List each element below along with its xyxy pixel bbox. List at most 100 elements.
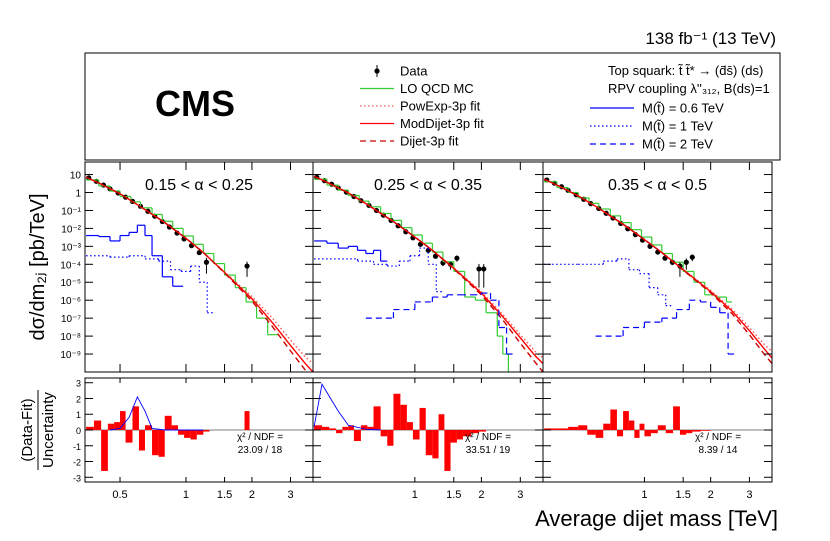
pull-bar <box>138 430 145 451</box>
y-tick-label: 10⁻² <box>61 224 81 235</box>
x-tick-label: 3 <box>517 489 523 501</box>
panel-frame <box>542 161 773 373</box>
pull-bar <box>164 415 172 430</box>
data-point <box>454 255 460 261</box>
pull-bar <box>203 430 210 432</box>
x-tick-label: 2 <box>249 489 255 501</box>
plot-area <box>313 383 543 471</box>
pull-bar <box>321 426 330 430</box>
y-tick-label: -3 <box>73 473 81 483</box>
data-point <box>244 263 250 269</box>
y-tick-label: 10⁻⁵ <box>60 278 81 289</box>
pull-bar <box>438 414 445 430</box>
pull-bar <box>610 409 617 430</box>
pull-bar <box>587 430 596 435</box>
pull-bar <box>568 426 579 430</box>
legend-label: PowExp-3p fit <box>400 99 481 114</box>
fit-line <box>313 175 543 359</box>
x-tick-label: 2 <box>478 489 484 501</box>
pull-bar <box>114 422 121 430</box>
chi2-label: χ² / NDF = <box>695 432 741 443</box>
x-tick-label: 1.5 <box>446 489 461 501</box>
pull-bar <box>462 430 472 437</box>
pull-bar <box>657 425 666 430</box>
y-tick-label: 10⁻⁶ <box>60 296 81 307</box>
data-point <box>432 253 439 259</box>
plot-area <box>543 406 772 438</box>
pull-bar <box>471 430 479 434</box>
plot-area <box>85 395 313 471</box>
y-tick-label: -1 <box>73 442 81 452</box>
y-tick-label: 10⁻⁸ <box>60 332 81 343</box>
legend-header: Top squark: t̃ t̃* → (d̄s̄) (ds) <box>608 63 763 78</box>
legend-label: M(t̃) = 1 TeV <box>642 119 713 134</box>
legend-header: RPV coupling λ''₃₁₂, B(ds)=1 <box>608 81 770 96</box>
pull-bar <box>425 430 433 456</box>
pull-bar <box>444 430 451 471</box>
y-tick-label: 10⁻⁷ <box>61 314 81 325</box>
legend-label: Data <box>400 64 428 79</box>
x-tick-label: 1.5 <box>676 489 691 501</box>
pull-bar <box>144 425 153 430</box>
pull-bar <box>353 430 361 442</box>
x-tick-label: 0.5 <box>112 489 127 501</box>
fit-line <box>85 176 308 372</box>
x-tick-label: 1 <box>183 489 189 501</box>
pull-bar <box>616 430 624 437</box>
data-point <box>476 266 482 272</box>
pull-bar <box>336 430 343 434</box>
panel-annotation: 0.15 < α < 0.25 <box>145 177 253 194</box>
chi2-label: χ² / NDF = <box>465 432 511 443</box>
pull-bar <box>544 428 557 430</box>
pull-bar <box>432 430 439 459</box>
chi2-value: 23.09 / 18 <box>238 445 283 456</box>
pull-bar <box>387 430 394 446</box>
x-tick-label: 1 <box>412 489 418 501</box>
pull-bar <box>456 430 463 440</box>
fit-line <box>543 178 772 364</box>
pull-bar <box>314 425 322 430</box>
pull-bar <box>373 406 381 430</box>
y-tick-label: 10 <box>70 171 82 182</box>
pull-bar <box>644 430 651 437</box>
y-tick-label: 1 <box>76 410 81 420</box>
y-tick-label: 10⁻⁹ <box>60 350 81 361</box>
pull-bar <box>152 430 159 456</box>
fit-line <box>313 175 543 364</box>
data-point <box>203 259 210 265</box>
panel-frame <box>542 377 773 483</box>
y-tick-label: -2 <box>73 458 81 468</box>
x-axis-label: Average dijet mass [TeV] <box>535 506 778 531</box>
y-axis-label: dσ/dm₂ⱼ [pb/TeV] <box>27 193 49 340</box>
legend-label: ModDijet-3p fit <box>400 116 484 131</box>
pull-bar <box>107 423 115 430</box>
y-tick-label: 2 <box>76 394 81 404</box>
legend-symbol <box>374 68 380 74</box>
y-tick-label: 10⁻³ <box>61 242 81 253</box>
data-point <box>174 230 180 236</box>
experiment-label: CMS <box>155 83 235 124</box>
pull-bar <box>628 420 635 430</box>
data-point <box>683 259 689 265</box>
plot-area <box>85 175 313 372</box>
data-point <box>689 254 695 260</box>
y-tick-label: 10⁻⁴ <box>60 260 81 271</box>
fit-line <box>543 178 772 352</box>
pull-bar <box>125 430 133 443</box>
pull-bar <box>101 430 108 471</box>
pull-bar <box>184 430 191 438</box>
y-tick-label: 10⁻¹ <box>61 206 81 217</box>
x-tick-label: 3 <box>287 489 293 501</box>
pull-bar <box>132 406 139 430</box>
pull-bar <box>380 430 388 437</box>
chi2-label: χ² / NDF = <box>237 432 283 443</box>
pull-bar <box>360 425 368 430</box>
pull-bar <box>686 430 693 434</box>
pull-bar <box>419 407 426 430</box>
pull-bar <box>692 430 701 432</box>
pull-bar <box>406 422 413 430</box>
y-axis-label: Uncertainty <box>40 392 57 468</box>
fit-line <box>543 178 772 359</box>
data-point <box>403 229 409 235</box>
